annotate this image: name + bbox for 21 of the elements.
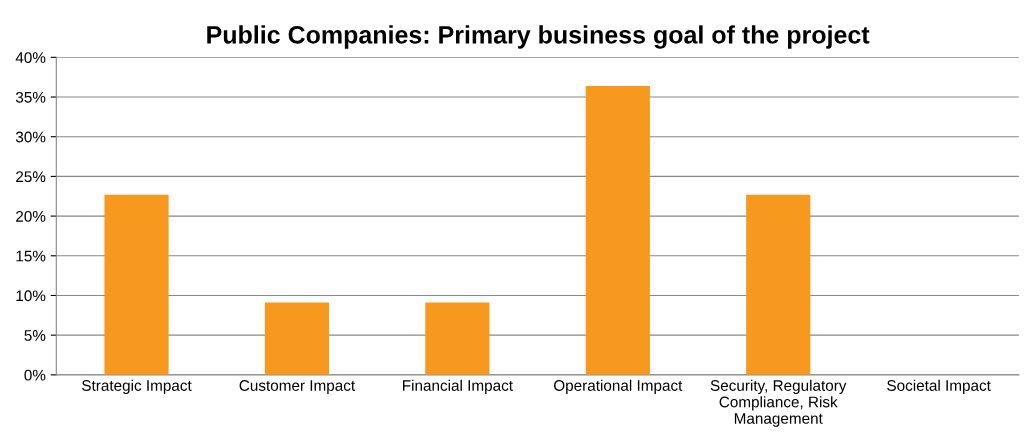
y-tick-label: 40% <box>15 52 46 64</box>
y-tick-label: 25% <box>16 171 46 183</box>
y-tick-label: 30% <box>15 131 46 143</box>
bar <box>746 194 811 375</box>
bar <box>264 302 330 375</box>
bar <box>425 302 490 375</box>
x-tick-label: Customer Impact <box>239 380 356 394</box>
y-tick-label: 5% <box>24 330 46 341</box>
x-tick-label: Societal Impact <box>887 379 991 394</box>
x-tick-label: Security, Regulatory Compliance, Risk Management <box>710 379 847 427</box>
y-tick-label: 35% <box>15 91 46 103</box>
bar <box>104 194 169 375</box>
y-tick-label: 0% <box>24 369 46 381</box>
x-tick-label: Financial Impact <box>403 379 513 394</box>
chart-title: Public Companies: Primary business goal of the project <box>207 25 870 49</box>
x-tick-label: Operational Impact <box>554 379 683 394</box>
y-tick-label: 10% <box>16 290 46 302</box>
y-tick-label: 20% <box>16 210 46 222</box>
x-tick-label: Strategic Impact <box>82 379 192 394</box>
bar <box>585 85 650 375</box>
y-tick-label: 15% <box>16 250 46 262</box>
